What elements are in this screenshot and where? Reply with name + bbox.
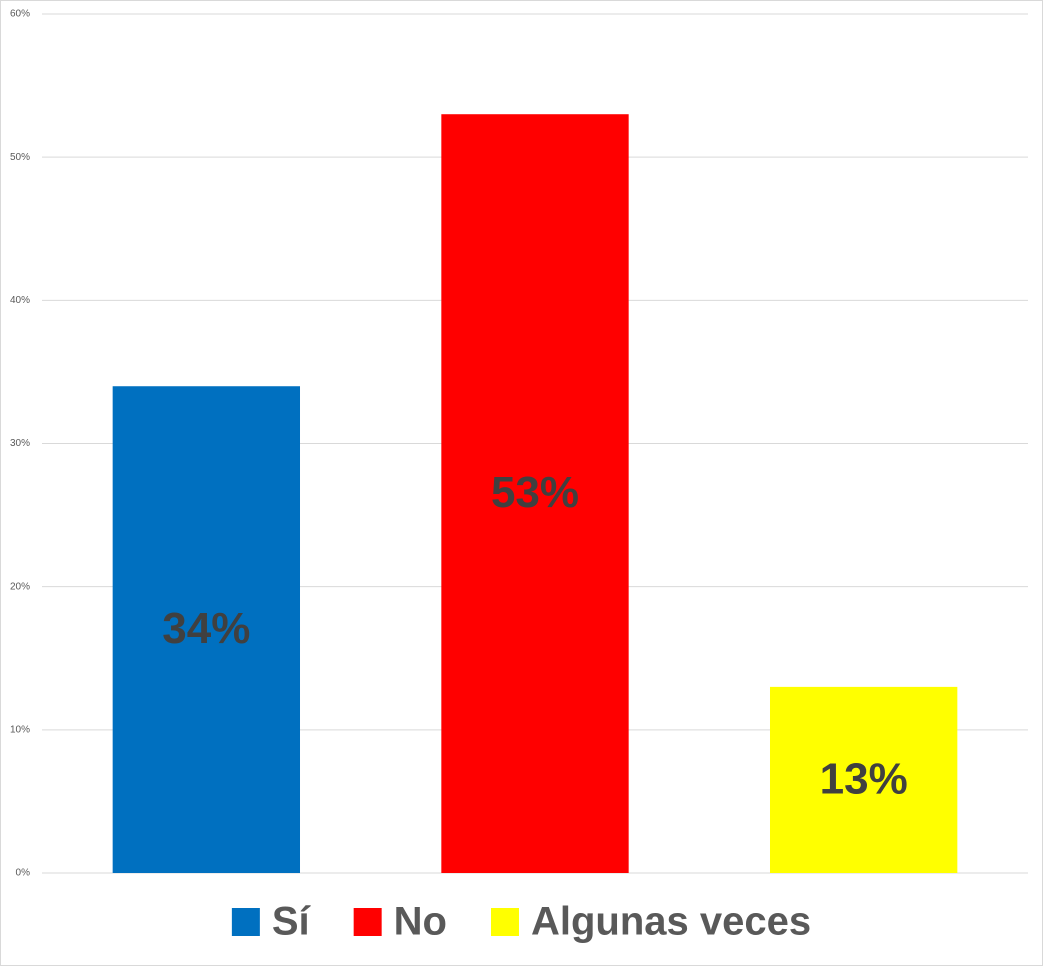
y-tick-label: 60% — [10, 9, 30, 20]
y-tick-label: 0% — [16, 868, 31, 879]
y-tick-label: 30% — [10, 438, 30, 449]
legend-swatch — [231, 908, 260, 936]
y-tick-label: 40% — [10, 295, 30, 306]
data-label: 53% — [491, 468, 579, 517]
bar — [112, 386, 301, 873]
legend-label: Algunas veces — [531, 900, 811, 944]
legend-swatch — [490, 908, 519, 936]
data-label: 13% — [820, 755, 908, 804]
y-tick-label: 50% — [10, 152, 30, 163]
y-tick-label: 10% — [10, 724, 30, 735]
bar — [769, 686, 958, 873]
bar — [441, 114, 629, 873]
legend-label: Sí — [272, 900, 312, 944]
data-label: 34% — [162, 604, 250, 653]
legend-swatch — [353, 908, 382, 936]
legend-label: No — [394, 900, 447, 944]
y-tick-label: 20% — [10, 581, 30, 592]
